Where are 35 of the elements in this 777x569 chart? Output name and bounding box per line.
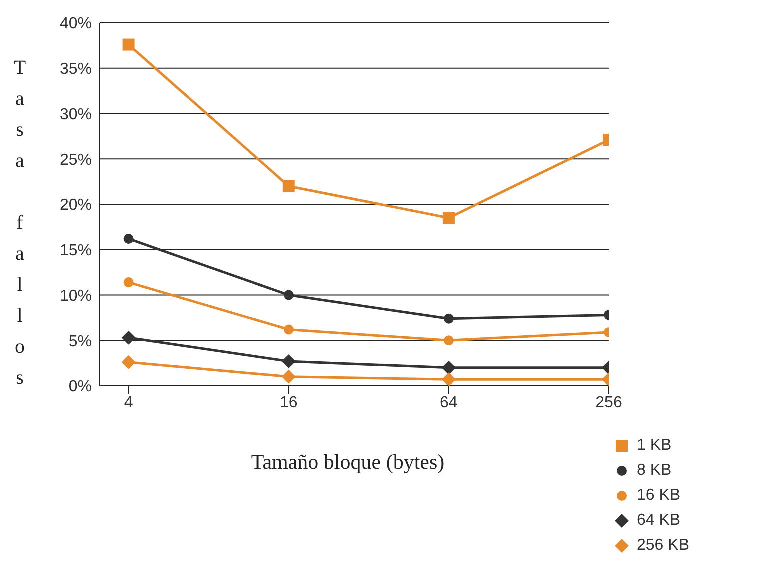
- point: [124, 278, 134, 288]
- point: [284, 324, 294, 335]
- point: [122, 38, 135, 51]
- point: [444, 314, 454, 324]
- point: [284, 290, 294, 300]
- point: [442, 372, 456, 386]
- point: [282, 354, 296, 368]
- point: [124, 234, 134, 244]
- legend-label: 256 KB: [637, 536, 690, 556]
- text: Tasa fallos: [14, 57, 26, 389]
- point: [282, 180, 295, 192]
- y-tick-label: 30%: [60, 106, 92, 124]
- legend-label: 8 KB: [637, 461, 672, 481]
- point: [282, 370, 296, 384]
- x-tick-label: 16: [280, 394, 298, 412]
- y-tick-label: 40%: [60, 16, 92, 33]
- point: [442, 212, 455, 224]
- point: [122, 355, 136, 370]
- y-tick-label: 5%: [68, 333, 92, 350]
- legend-label: 64 KB: [637, 511, 681, 531]
- x-axis-title: Tamaño bloque (bytes): [250, 450, 446, 475]
- y-tick-label: 25%: [60, 152, 92, 169]
- legend-label: 16 KB: [637, 486, 681, 506]
- y-tick-label: 0%: [68, 378, 92, 396]
- y-tick-label: 35%: [60, 61, 92, 78]
- point: [122, 330, 136, 345]
- y-tick-label: 10%: [60, 288, 92, 305]
- x-tick-label: 4: [124, 394, 134, 412]
- point: [444, 336, 454, 346]
- y-tick-label: 20%: [60, 197, 92, 214]
- point: [442, 360, 456, 375]
- y-tick-label: 15%: [60, 242, 92, 260]
- legend-label: 1 KB: [637, 436, 672, 456]
- x-tick-label: 256: [596, 394, 622, 412]
- x-tick-label: 64: [440, 394, 458, 412]
